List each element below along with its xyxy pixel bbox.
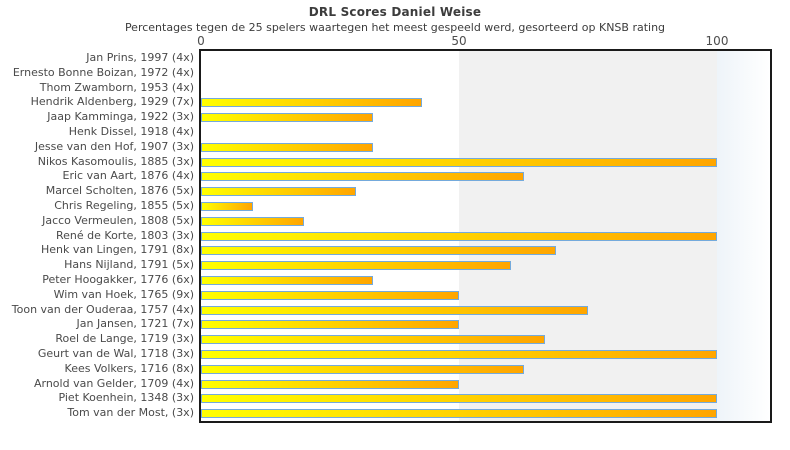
y-axis-label: Hendrik Aldenberg, 1929 (7x) <box>30 95 194 109</box>
bar <box>201 172 524 182</box>
y-axis-label: Jesse van den Hof, 1907 (3x) <box>34 139 194 153</box>
bar <box>201 261 511 271</box>
bar <box>201 113 373 123</box>
y-axis-label: Henk Dissel, 1918 (4x) <box>68 125 194 138</box>
chart-title: DRL Scores Daniel Weise <box>308 5 482 19</box>
y-axis-label: Wim van Hoek, 1765 (9x) <box>53 287 194 301</box>
bar <box>201 320 459 330</box>
y-axis-label: Nikos Kasomoulis, 1885 (3x) <box>37 154 194 168</box>
y-axis-label: Henk van Lingen, 1791 (8x) <box>40 243 194 257</box>
y-axis-label: Jan Jansen, 1721 (7x) <box>76 317 194 331</box>
y-axis-label: Chris Regeling, 1855 (5x) <box>54 199 194 212</box>
bar <box>201 305 588 315</box>
y-axis-label: Eric van Aart, 1876 (4x) <box>62 169 194 183</box>
bar <box>201 364 524 374</box>
y-axis-label: Arnold van Gelder, 1709 (4x) <box>33 376 194 390</box>
x-tick-label: 0 <box>197 34 205 48</box>
y-axis-label: Hans Nijland, 1791 (5x) <box>64 258 194 272</box>
x-tick-label: 100 <box>705 34 729 48</box>
bar <box>201 157 717 167</box>
y-axis-label: Geurt van de Wal, 1718 (3x) <box>37 347 194 360</box>
y-axis-label: Jaap Kamminga, 1922 (3x) <box>47 110 194 124</box>
bar <box>201 275 373 285</box>
y-axis-label: Roel de Lange, 1719 (3x) <box>55 332 194 346</box>
y-axis-label: Kees Volkers, 1716 (8x) <box>64 361 194 375</box>
bar <box>201 379 459 389</box>
bar <box>201 246 556 256</box>
y-axis-label: Thom Zwamborn, 1953 (4x) <box>39 80 194 94</box>
y-axis-label: Jacco Vermeulen, 1808 (5x) <box>42 213 194 227</box>
y-axis-label: Marcel Scholten, 1876 (5x) <box>45 184 194 198</box>
y-axis-label: Tom van der Most, (3x) <box>67 406 194 420</box>
bar <box>201 290 459 300</box>
bar <box>201 187 356 197</box>
bar <box>201 231 717 241</box>
plot-area <box>199 49 772 423</box>
bar <box>201 349 717 359</box>
chart-subtitle: Percentages tegen de 25 spelers waartege… <box>124 21 666 34</box>
bar <box>201 98 422 108</box>
y-axis-label: Peter Hoogakker, 1776 (6x) <box>42 273 194 286</box>
y-axis-label: Jan Prins, 1997 (4x) <box>86 51 194 64</box>
y-axis-label: Toon van der Ouderaa, 1757 (4x) <box>11 302 194 316</box>
bar <box>201 335 545 345</box>
y-axis-label: Ernesto Bonne Boizan, 1972 (4x) <box>12 65 194 79</box>
bar <box>201 201 253 211</box>
fade-band-right <box>717 51 770 421</box>
x-tick-label: 50 <box>451 34 467 48</box>
y-axis-label: Piet Koenhein, 1348 (3x) <box>58 391 194 405</box>
bar <box>201 142 373 152</box>
bar <box>201 409 717 419</box>
bar <box>201 216 304 226</box>
y-axis-label: René de Korte, 1803 (3x) <box>56 228 194 242</box>
bar <box>201 394 717 404</box>
